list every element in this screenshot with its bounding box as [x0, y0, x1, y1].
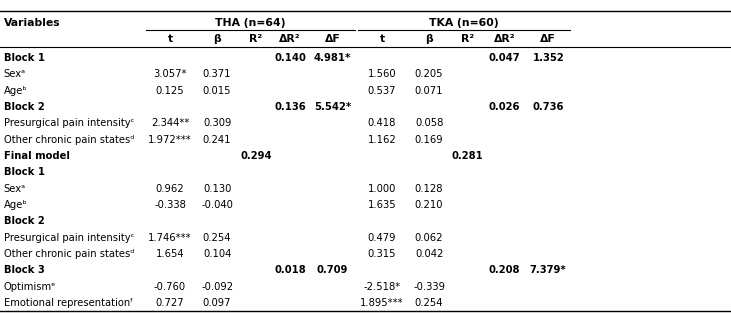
Text: 0.071: 0.071 [415, 86, 443, 96]
Text: 0.254: 0.254 [203, 233, 231, 243]
Text: TKA (n=60): TKA (n=60) [429, 18, 499, 28]
Text: 0.062: 0.062 [415, 233, 443, 243]
Text: 0.727: 0.727 [156, 298, 184, 308]
Text: 0.205: 0.205 [415, 69, 443, 79]
Text: -0.760: -0.760 [154, 282, 186, 292]
Text: 0.042: 0.042 [415, 249, 443, 259]
Text: ΔF: ΔF [540, 34, 556, 44]
Text: -2.518*: -2.518* [363, 282, 401, 292]
Text: Block 2: Block 2 [4, 216, 45, 226]
Text: 1.746***: 1.746*** [148, 233, 192, 243]
Text: Block 1: Block 1 [4, 53, 45, 63]
Text: Other chronic pain statesᵈ: Other chronic pain statesᵈ [4, 249, 134, 259]
Text: 0.097: 0.097 [203, 298, 231, 308]
Text: 0.294: 0.294 [240, 151, 272, 161]
Text: 0.140: 0.140 [274, 53, 306, 63]
Text: 0.962: 0.962 [156, 184, 184, 194]
Text: 0.371: 0.371 [203, 69, 231, 79]
Text: Block 2: Block 2 [4, 102, 45, 112]
Text: 0.241: 0.241 [203, 135, 231, 145]
Text: Ageᵇ: Ageᵇ [4, 200, 27, 210]
Text: Optimismᵉ: Optimismᵉ [4, 282, 56, 292]
Text: 0.736: 0.736 [532, 102, 564, 112]
Text: β: β [213, 34, 221, 44]
Text: 0.210: 0.210 [415, 200, 443, 210]
Text: 0.136: 0.136 [274, 102, 306, 112]
Text: R²: R² [249, 34, 262, 44]
Text: 0.104: 0.104 [203, 249, 231, 259]
Text: THA (n=64): THA (n=64) [216, 18, 286, 28]
Text: 0.309: 0.309 [203, 118, 231, 128]
Text: -0.339: -0.339 [413, 282, 445, 292]
Text: -0.092: -0.092 [201, 282, 233, 292]
Text: 0.709: 0.709 [317, 265, 348, 275]
Text: 0.026: 0.026 [488, 102, 520, 112]
Text: 0.418: 0.418 [368, 118, 396, 128]
Text: ΔR²: ΔR² [493, 34, 515, 44]
Text: -0.338: -0.338 [154, 200, 186, 210]
Text: Other chronic pain statesᵈ: Other chronic pain statesᵈ [4, 135, 134, 145]
Text: 3.057*: 3.057* [154, 69, 186, 79]
Text: 1.000: 1.000 [368, 184, 396, 194]
Text: 0.018: 0.018 [274, 265, 306, 275]
Text: Final model: Final model [4, 151, 69, 161]
Text: t: t [379, 34, 385, 44]
Text: 0.537: 0.537 [368, 86, 396, 96]
Text: 0.169: 0.169 [414, 135, 444, 145]
Text: 0.281: 0.281 [452, 151, 484, 161]
Text: Variables: Variables [4, 18, 60, 28]
Text: 0.479: 0.479 [368, 233, 396, 243]
Text: 2.344**: 2.344** [151, 118, 189, 128]
Text: 0.047: 0.047 [488, 53, 520, 63]
Text: 0.128: 0.128 [415, 184, 443, 194]
Text: -0.040: -0.040 [201, 200, 233, 210]
Text: 0.254: 0.254 [415, 298, 443, 308]
Text: Presurgical pain intensityᶜ: Presurgical pain intensityᶜ [4, 233, 134, 243]
Text: 0.315: 0.315 [368, 249, 396, 259]
Text: ΔF: ΔF [325, 34, 341, 44]
Text: ΔR²: ΔR² [279, 34, 301, 44]
Text: 1.560: 1.560 [368, 69, 396, 79]
Text: 7.379*: 7.379* [530, 265, 567, 275]
Text: 1.352: 1.352 [532, 53, 564, 63]
Text: R²: R² [461, 34, 474, 44]
Text: 0.125: 0.125 [156, 86, 184, 96]
Text: 0.015: 0.015 [203, 86, 231, 96]
Text: 1.895***: 1.895*** [360, 298, 404, 308]
Text: 1.654: 1.654 [156, 249, 184, 259]
Text: Emotional representationᶠ: Emotional representationᶠ [4, 298, 133, 308]
Text: t: t [167, 34, 173, 44]
Text: Block 3: Block 3 [4, 265, 45, 275]
Text: Sexᵃ: Sexᵃ [4, 184, 26, 194]
Text: β: β [425, 34, 433, 44]
Text: Ageᵇ: Ageᵇ [4, 86, 27, 96]
Text: 0.058: 0.058 [415, 118, 443, 128]
Text: 1.972***: 1.972*** [148, 135, 192, 145]
Text: 0.130: 0.130 [203, 184, 231, 194]
Text: 1.162: 1.162 [368, 135, 396, 145]
Text: 1.635: 1.635 [368, 200, 396, 210]
Text: 0.208: 0.208 [488, 265, 520, 275]
Text: Block 1: Block 1 [4, 167, 45, 177]
Text: Presurgical pain intensityᶜ: Presurgical pain intensityᶜ [4, 118, 134, 128]
Text: Sexᵃ: Sexᵃ [4, 69, 26, 79]
Text: 4.981*: 4.981* [314, 53, 352, 63]
Text: 5.542*: 5.542* [314, 102, 351, 112]
